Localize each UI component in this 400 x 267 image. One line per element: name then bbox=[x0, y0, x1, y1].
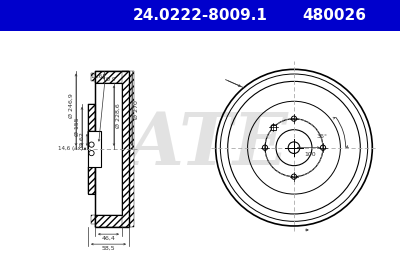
Text: 14,6 (4x): 14,6 (4x) bbox=[58, 146, 83, 151]
Bar bbox=[88, 104, 95, 194]
Bar bbox=[88, 131, 101, 167]
Bar bbox=[88, 104, 95, 131]
Text: Ø 62: Ø 62 bbox=[80, 132, 85, 147]
Text: 100: 100 bbox=[304, 152, 316, 157]
Text: 480026: 480026 bbox=[302, 8, 366, 23]
Text: Ø 155: Ø 155 bbox=[75, 117, 80, 136]
Text: 36°: 36° bbox=[317, 134, 328, 139]
Bar bbox=[122, 70, 134, 227]
Bar bbox=[95, 83, 122, 215]
Bar bbox=[91, 215, 95, 223]
Text: Ø 228,6: Ø 228,6 bbox=[116, 103, 120, 128]
Bar bbox=[88, 167, 95, 194]
Bar bbox=[0, 0, 400, 31]
Bar bbox=[95, 70, 129, 227]
Bar bbox=[95, 70, 129, 83]
Text: 24.0222-8009.1: 24.0222-8009.1 bbox=[132, 8, 268, 23]
Text: 58,5: 58,5 bbox=[102, 246, 115, 251]
Text: Ø 246,9: Ø 246,9 bbox=[69, 93, 74, 118]
Text: Ø 270: Ø 270 bbox=[134, 100, 138, 119]
Bar bbox=[271, 124, 276, 130]
Bar bbox=[95, 215, 129, 227]
Bar bbox=[91, 73, 95, 81]
Text: 11,6: 11,6 bbox=[90, 74, 102, 79]
Text: 46,4: 46,4 bbox=[102, 236, 116, 241]
Text: Ø 9: Ø 9 bbox=[106, 76, 116, 81]
Text: ATE: ATE bbox=[128, 109, 288, 180]
